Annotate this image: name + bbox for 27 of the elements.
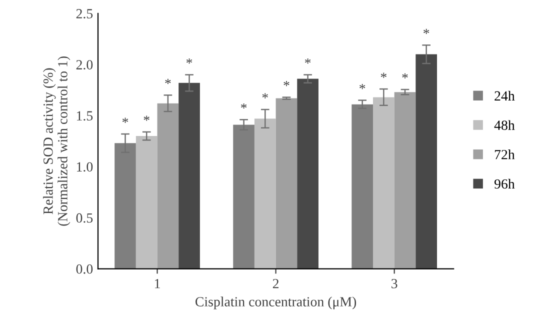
y-tick-label: 1.5 xyxy=(77,111,93,121)
data-label: * xyxy=(241,103,247,109)
data-label: * xyxy=(284,80,290,86)
y-tick-label: 0.0 xyxy=(76,264,93,274)
data-label: * xyxy=(186,58,192,64)
y-tick-label: 0.5 xyxy=(76,213,93,223)
data-label: * xyxy=(144,116,150,121)
x-tick-label: 1 xyxy=(155,278,160,288)
y-tick-label: 1.0 xyxy=(77,162,93,172)
x-axis-title: Cisplatin concentration (μM) xyxy=(196,296,356,310)
data-label: * xyxy=(360,84,366,90)
data-label: * xyxy=(262,93,268,98)
data-label: * xyxy=(165,78,171,84)
data-label: * xyxy=(424,28,430,34)
x-tick-label: 2 xyxy=(272,278,279,288)
y-tick-label: 2.0 xyxy=(76,60,93,70)
legend-label: 72h xyxy=(494,150,515,160)
legend-label: 24h xyxy=(494,90,515,100)
y-axis-title: Relative SOD activity (%) (Normalized with control to 1) xyxy=(43,56,70,226)
data-label: * xyxy=(122,118,128,123)
y-tick-label: 2.5 xyxy=(76,9,93,18)
data-label: * xyxy=(305,58,311,64)
legend-label: 48h xyxy=(494,120,515,130)
data-label: * xyxy=(380,72,386,78)
legend-label: 96h xyxy=(494,178,515,189)
data-label: * xyxy=(402,73,408,78)
x-tick-label: 3 xyxy=(392,278,398,288)
